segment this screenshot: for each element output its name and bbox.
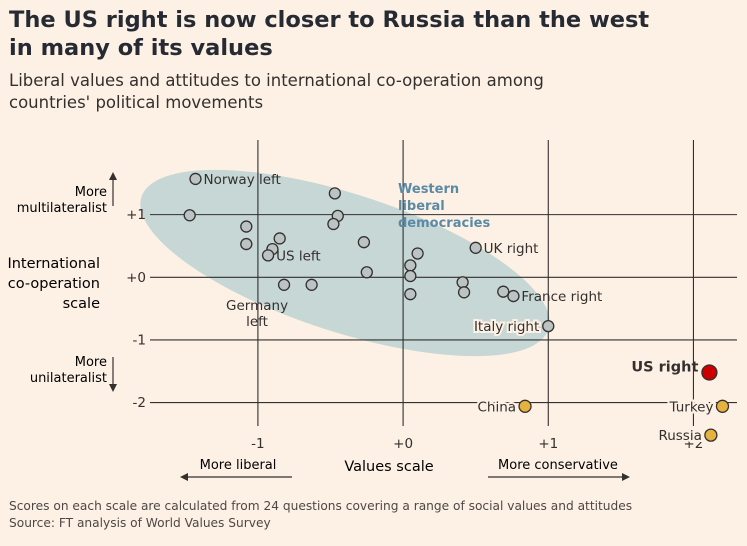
- data-point: [327, 217, 340, 231]
- x-axis-title: Values scale: [344, 459, 433, 475]
- y-axis-title-line-2: co-operation: [8, 276, 100, 292]
- data-point: [183, 209, 196, 222]
- data-point: [305, 278, 318, 291]
- x-direction-left-label: More liberal: [200, 458, 277, 473]
- x-arrow-right-icon: [622, 473, 630, 481]
- label-norway-left: Norway left: [203, 172, 280, 188]
- scatter-chart: +1 +0 -1 -2 -1 +0 +1 +2 Western liberal democra…: [7, 140, 737, 481]
- point-italy-right: [542, 319, 555, 333]
- y-tick-label: +0: [126, 270, 146, 286]
- x-tick-label: +1: [538, 436, 558, 452]
- x-direction-right-label: More conservative: [498, 458, 618, 473]
- label-italy-right: Italy right: [474, 319, 539, 335]
- data-point: [328, 187, 342, 200]
- data-point: [240, 220, 253, 233]
- x-tick-label: -1: [251, 436, 264, 452]
- y-arrow-up-icon: [109, 172, 117, 180]
- point-uk-right: [469, 241, 482, 254]
- data-point: [404, 288, 417, 301]
- y-tick-label: -2: [133, 395, 146, 411]
- data-point: [411, 247, 424, 260]
- label-us-right: US right: [631, 359, 698, 375]
- point-labels: Norway left US left Germany left UK right Fra…: [203, 172, 715, 446]
- chart-subtitle-line-2: countries' political movements: [9, 93, 264, 112]
- y-direction-top-line-1: More: [75, 185, 107, 200]
- label-germany-left: Germany left: [226, 298, 288, 330]
- label-uk-right: UK right: [484, 241, 539, 257]
- chart-subtitle-line-1: Liberal values and attitudes to internat…: [9, 71, 544, 90]
- point-us-left: [261, 249, 275, 262]
- label-france-right: France right: [521, 289, 602, 305]
- chart-subtitle: Liberal values and attitudes to internat…: [9, 70, 729, 114]
- data-point: [273, 232, 286, 245]
- y-tick-label: -1: [133, 332, 146, 348]
- chart-title: The US right is now closer to Russia tha…: [9, 6, 729, 62]
- data-point: [404, 269, 417, 283]
- point-us-right: [701, 364, 718, 381]
- y-axis-title-line-1: International: [7, 256, 100, 272]
- group-label-line-3: democracies: [398, 216, 490, 231]
- data-points: [183, 172, 730, 442]
- data-point: [497, 285, 510, 298]
- data-point: [357, 236, 371, 249]
- point-turkey: [715, 399, 730, 413]
- point-norway-left: [189, 172, 202, 186]
- label-turkey: Turkey: [669, 399, 714, 415]
- x-tick-label: +2: [683, 436, 703, 452]
- group-label-line-1: Western: [398, 182, 459, 197]
- western-democracies-cluster: [140, 169, 550, 357]
- label-us-left: US left: [276, 248, 321, 264]
- group-label-line-2: liberal: [398, 199, 445, 214]
- y-direction-top-line-2: multilateralist: [17, 201, 107, 216]
- point-china: [518, 399, 532, 413]
- footnote-text: Scores on each scale are calculated from…: [9, 499, 633, 513]
- y-tick-label: +1: [126, 207, 146, 223]
- gridlines: [150, 140, 737, 426]
- x-tick-label: +0: [393, 436, 413, 452]
- axis-ticks: +1 +0 -1 -2 -1 +0 +1 +2: [126, 207, 703, 452]
- chart-footnote: Scores on each scale are calculated from…: [9, 498, 744, 532]
- y-direction-bottom-line-1: More: [75, 355, 107, 370]
- chart-title-line-2: in many of its values: [9, 35, 273, 61]
- label-russia: Russia: [658, 428, 701, 444]
- data-point: [240, 237, 253, 251]
- y-axis-title-line-3: scale: [63, 296, 100, 312]
- data-point: [404, 259, 417, 272]
- point-germany-left: [277, 278, 291, 291]
- chart-title-line-1: The US right is now closer to Russia tha…: [9, 7, 650, 33]
- data-point: [456, 276, 469, 289]
- data-point: [360, 266, 373, 279]
- point-russia: [704, 428, 718, 442]
- source-text: Source: FT analysis of World Values Surv…: [9, 516, 271, 530]
- x-arrow-left-icon: [180, 473, 188, 481]
- y-direction-bottom-line-2: unilateralist: [30, 371, 107, 386]
- label-china: China: [477, 399, 516, 415]
- y-arrow-down-icon: [109, 384, 117, 392]
- data-point: [457, 286, 471, 299]
- point-france-right: [507, 289, 520, 303]
